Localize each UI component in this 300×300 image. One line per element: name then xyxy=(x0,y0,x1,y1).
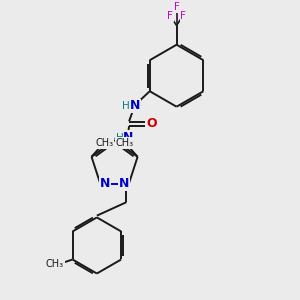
Text: F: F xyxy=(167,11,173,21)
Text: N: N xyxy=(130,100,140,112)
Text: F: F xyxy=(180,11,186,21)
Text: CH₃: CH₃ xyxy=(95,138,113,148)
Text: H: H xyxy=(122,101,130,111)
Text: H: H xyxy=(116,133,124,142)
Text: CH₃: CH₃ xyxy=(116,138,134,148)
Text: N: N xyxy=(100,177,110,190)
Text: CH₃: CH₃ xyxy=(46,259,64,269)
Text: N: N xyxy=(119,177,130,190)
Text: O: O xyxy=(146,117,157,130)
Text: N: N xyxy=(123,131,134,144)
Text: F: F xyxy=(174,2,179,12)
